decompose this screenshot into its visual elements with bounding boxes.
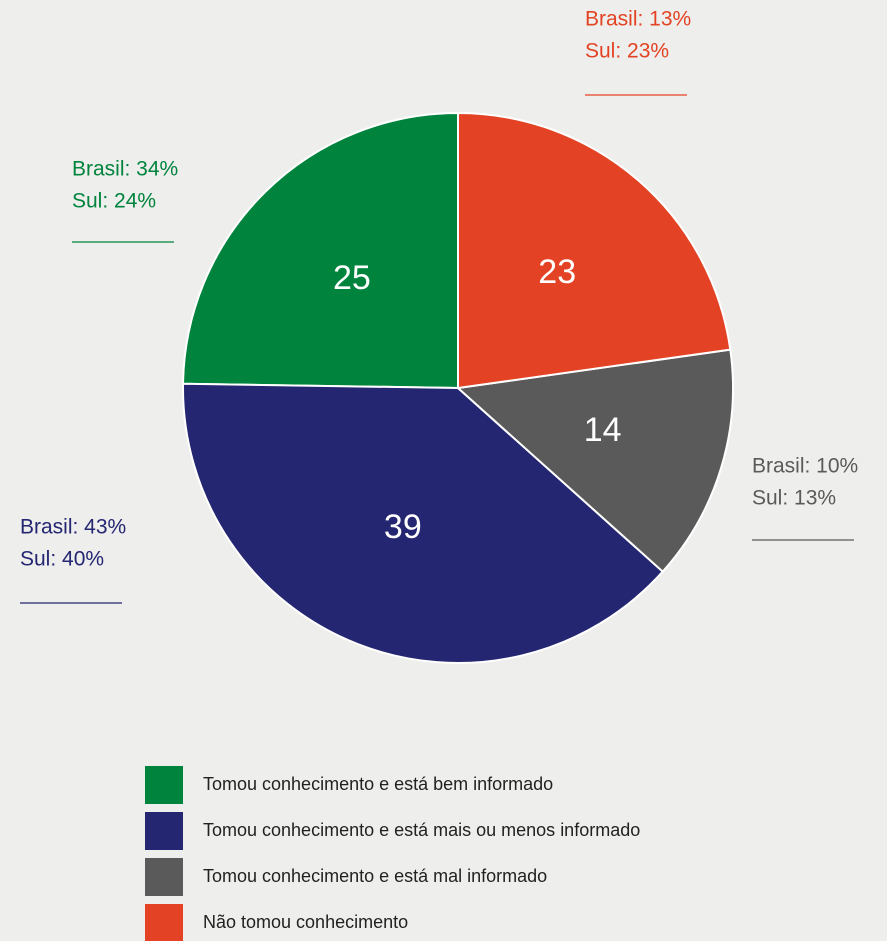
legend-swatch bbox=[145, 858, 183, 896]
annotation: Brasil: 13% bbox=[585, 8, 691, 31]
pie-slice bbox=[182, 382, 665, 664]
legend-swatch bbox=[145, 904, 183, 941]
annotation: Brasil: 34% bbox=[72, 158, 178, 181]
annotation: Sul: 13% bbox=[752, 487, 836, 510]
data-label: 39 bbox=[384, 508, 422, 546]
legend-label: Tomou conhecimento e está mais ou menos … bbox=[203, 820, 640, 840]
legend-label: Tomou conhecimento e está bem informado bbox=[203, 774, 553, 794]
legend-label: Não tomou conhecimento bbox=[203, 912, 408, 932]
annotation: Brasil: 43% bbox=[20, 516, 126, 539]
legend-swatch bbox=[145, 812, 183, 850]
legend-label: Tomou conhecimento e está mal informado bbox=[203, 866, 547, 886]
annotation: Sul: 40% bbox=[20, 548, 104, 571]
pie-slice bbox=[457, 111, 732, 390]
pie-slice bbox=[455, 348, 734, 573]
pie-slice bbox=[182, 111, 459, 390]
data-label: 25 bbox=[333, 259, 371, 297]
legend-swatch bbox=[145, 766, 183, 804]
annotation: Sul: 23% bbox=[585, 40, 669, 63]
data-label: 23 bbox=[538, 253, 576, 291]
annotation: Brasil: 10% bbox=[752, 455, 858, 478]
data-label: 14 bbox=[584, 411, 622, 449]
annotation: Sul: 24% bbox=[72, 190, 156, 213]
